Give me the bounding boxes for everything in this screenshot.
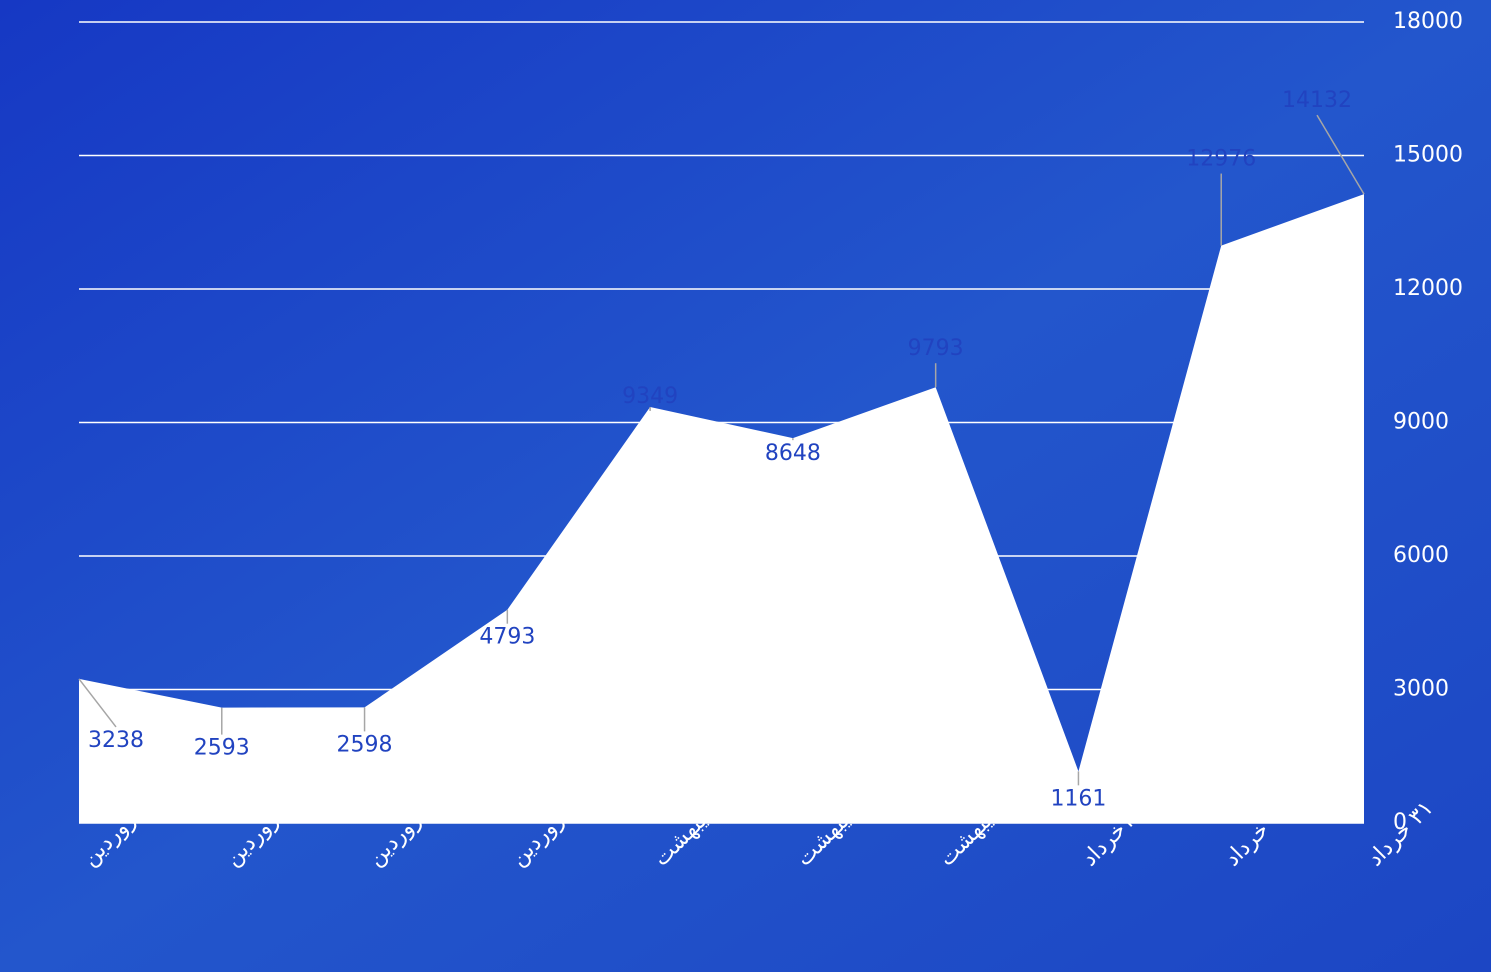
data-label: 2593 [194, 736, 250, 761]
data-label: 1161 [1050, 786, 1106, 811]
data-label: 9793 [908, 336, 964, 361]
y-tick-label: 3000 [1393, 677, 1449, 702]
data-label: 2598 [337, 732, 393, 757]
y-tick-label: 12000 [1393, 276, 1463, 301]
data-label: 12976 [1186, 147, 1256, 172]
y-tick-label: 0 [1393, 810, 1407, 835]
y-tick-label: 9000 [1393, 410, 1449, 435]
area [79, 194, 1364, 824]
data-label: 9349 [622, 384, 678, 409]
leader-line [78, 678, 117, 728]
data-label: 4793 [479, 625, 535, 650]
y-tick-label: 15000 [1393, 143, 1463, 168]
data-label: 3238 [88, 728, 144, 753]
plot: 3238 2593 2598 4793 9349 8648 9793 1161 12976 141… [78, 88, 1365, 824]
y-tick-label: 18000 [1393, 9, 1463, 34]
y-tick-label: 6000 [1393, 543, 1449, 568]
data-label: 14132 [1282, 88, 1352, 113]
leader-line [1316, 114, 1365, 195]
data-label: 8648 [765, 441, 821, 466]
